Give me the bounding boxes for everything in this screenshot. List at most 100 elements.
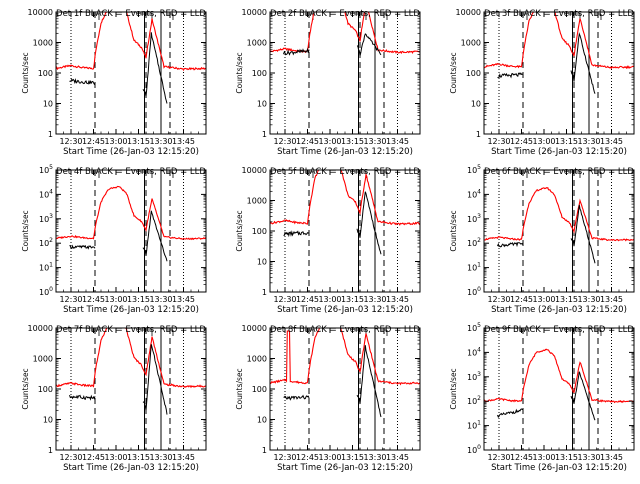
x-tick-label: 12:30 xyxy=(59,295,82,304)
y-axis-label: Counts/sec xyxy=(235,210,244,251)
y-tick-label: 10 xyxy=(43,100,53,109)
y-tick-label: 10000 xyxy=(242,8,267,17)
interval-marker xyxy=(519,171,528,178)
y-tick-label: 10 xyxy=(43,416,53,425)
y-tick-label: 1 xyxy=(262,130,267,139)
series-red-lld xyxy=(56,328,206,389)
y-axis-label: Counts/sec xyxy=(449,368,458,409)
x-tick-label: 12:45 xyxy=(82,137,105,146)
x-axis-label: Start Time (26-Jan-03 12:15:20) xyxy=(277,463,413,473)
series-red-lld xyxy=(270,170,420,226)
x-tick-label: 13:00 xyxy=(532,453,555,462)
interval-marker xyxy=(519,329,528,336)
y-axis-label: Counts/sec xyxy=(449,210,458,251)
x-tick-label: 13:45 xyxy=(386,295,409,304)
y-tick-label: 105 xyxy=(467,322,481,333)
x-tick-label: 13:30 xyxy=(149,137,172,146)
interval-marker xyxy=(140,329,153,336)
series-red-lld xyxy=(484,12,634,70)
y-tick-label: 104 xyxy=(39,188,53,199)
x-tick-label: 13:00 xyxy=(318,453,341,462)
x-tick-label: 13:30 xyxy=(149,295,172,304)
y-tick-label: 1000 xyxy=(247,197,267,206)
interval-marker xyxy=(381,171,388,178)
y-tick-label: 10 xyxy=(257,416,267,425)
series-black-events-post xyxy=(570,32,596,94)
x-axis-label: Start Time (26-Jan-03 12:15:20) xyxy=(63,305,199,315)
x-tick-label: 13:00 xyxy=(532,295,555,304)
panel-title: Det 5f BLACK = Events, RED = LLD xyxy=(270,167,420,177)
x-axis-label: Start Time (26-Jan-03 12:15:20) xyxy=(491,463,627,473)
series-black-events-pre xyxy=(69,77,96,85)
interval-marker xyxy=(568,171,581,178)
interval-marker xyxy=(595,329,602,336)
panel-det-3: 1 10 100 1000 10000 12:30 12:45 13:00 13:15 13:30… xyxy=(449,8,635,157)
x-tick-label: 13:45 xyxy=(172,453,195,462)
x-tick-label: 13:30 xyxy=(577,137,600,146)
y-tick-label: 100 xyxy=(467,286,481,297)
x-tick-label: 12:30 xyxy=(487,453,510,462)
x-tick-label: 12:45 xyxy=(510,295,533,304)
y-tick-label: 1 xyxy=(48,446,53,455)
interval-marker xyxy=(140,171,153,178)
y-tick-label: 100 xyxy=(252,227,267,236)
panel-det-2: 1 10 100 1000 10000 12:30 12:45 13:00 13:15 13:30… xyxy=(235,8,421,157)
x-axis-label: Start Time (26-Jan-03 12:15:20) xyxy=(63,147,199,157)
x-tick-label: 13:15 xyxy=(555,137,578,146)
interval-marker xyxy=(167,329,174,336)
y-tick-label: 1 xyxy=(262,446,267,455)
x-tick-label: 13:45 xyxy=(172,137,195,146)
interval-marker xyxy=(595,171,602,178)
interval-marker xyxy=(91,329,100,336)
series-red-lld xyxy=(56,185,206,241)
y-tick-label: 102 xyxy=(467,395,481,406)
y-tick-label: 102 xyxy=(39,237,53,248)
interval-marker xyxy=(167,171,174,178)
y-tick-label: 103 xyxy=(467,213,481,224)
series-black-events-pre xyxy=(283,47,310,56)
y-tick-label: 104 xyxy=(467,188,481,199)
y-tick-label: 100 xyxy=(467,444,481,455)
y-tick-label: 1000 xyxy=(33,355,53,364)
series-black-events-pre xyxy=(497,408,524,419)
x-tick-label: 13:15 xyxy=(341,453,364,462)
y-tick-label: 1000 xyxy=(33,39,53,48)
series-black-events-pre xyxy=(69,394,96,401)
y-tick-label: 10000 xyxy=(28,324,53,333)
interval-marker xyxy=(381,329,388,336)
interval-marker xyxy=(305,171,314,178)
panel-title: Det 2f BLACK = Events, RED = LLD xyxy=(270,9,420,19)
x-tick-label: 12:45 xyxy=(82,453,105,462)
series-black-events-post xyxy=(142,344,168,415)
x-tick-label: 13:30 xyxy=(577,295,600,304)
x-axis-label: Start Time (26-Jan-03 12:15:20) xyxy=(63,463,199,473)
y-axis-label: Counts/sec xyxy=(21,210,30,251)
x-tick-label: 13:15 xyxy=(127,137,150,146)
x-axis-label: Start Time (26-Jan-03 12:15:20) xyxy=(277,305,413,315)
y-tick-label: 10 xyxy=(257,100,267,109)
y-tick-label: 1000 xyxy=(461,39,481,48)
x-tick-label: 12:45 xyxy=(510,137,533,146)
series-black-events-post xyxy=(356,191,382,255)
panel-det-5: 1 10 100 1000 10000 12:30 12:45 13:00 13:15 13:30… xyxy=(235,166,421,315)
y-tick-label: 10000 xyxy=(242,166,267,175)
y-tick-label: 103 xyxy=(39,213,53,224)
y-tick-label: 100 xyxy=(38,385,53,394)
series-black-events-pre xyxy=(69,244,96,250)
x-tick-label: 12:30 xyxy=(59,137,82,146)
x-tick-label: 12:45 xyxy=(296,295,319,304)
panel-title: Det 9f BLACK = Events, RED = LLD xyxy=(484,325,634,335)
y-tick-label: 100 xyxy=(252,385,267,394)
y-tick-label: 101 xyxy=(39,262,53,273)
x-tick-label: 13:45 xyxy=(600,137,623,146)
x-tick-label: 13:30 xyxy=(149,453,172,462)
interval-marker xyxy=(167,13,174,20)
series-black-events-post xyxy=(570,204,596,264)
x-tick-label: 13:30 xyxy=(363,137,386,146)
x-tick-label: 12:30 xyxy=(273,137,296,146)
series-red-lld xyxy=(484,348,634,404)
y-tick-label: 1 xyxy=(262,288,267,297)
x-tick-label: 13:45 xyxy=(600,453,623,462)
x-tick-label: 12:30 xyxy=(487,295,510,304)
y-tick-label: 101 xyxy=(467,420,481,431)
